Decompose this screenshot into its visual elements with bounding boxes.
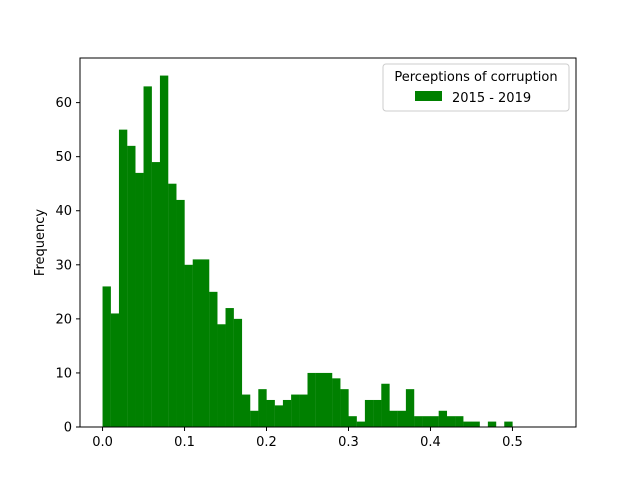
histogram-bar <box>348 416 357 427</box>
histogram-bar <box>364 399 374 427</box>
histogram-bar <box>258 389 267 427</box>
plot-frame <box>79 57 577 428</box>
y-tick-label: 0 <box>64 421 72 436</box>
y-tick-label: 10 <box>55 366 72 381</box>
histogram-bar <box>438 410 448 427</box>
histogram-bar <box>397 410 407 427</box>
histogram-bar <box>381 383 390 427</box>
histogram-bar <box>217 324 226 427</box>
histogram-bar <box>430 416 439 427</box>
x-tick-label: 0.3 <box>338 435 359 450</box>
histogram-bar <box>176 199 185 427</box>
y-tick-label: 40 <box>55 204 72 219</box>
y-tick-label: 20 <box>55 312 72 327</box>
histogram-bar <box>241 394 251 427</box>
histogram-bar <box>102 286 111 427</box>
y-tick-label: 50 <box>55 150 72 165</box>
histogram-bar <box>151 162 161 428</box>
histogram-bar <box>200 259 210 427</box>
histogram-bar <box>463 421 472 427</box>
x-tick-label: 0.2 <box>256 435 277 450</box>
histogram-bar <box>209 291 218 427</box>
histogram-bar <box>118 129 128 427</box>
histogram-bar <box>143 86 152 427</box>
histogram-bar <box>455 416 464 427</box>
histogram-bar <box>356 421 366 427</box>
histogram-bar <box>282 399 292 427</box>
histogram-bar <box>504 421 513 427</box>
y-tick-label: 60 <box>55 96 72 111</box>
histogram-bar <box>446 416 456 427</box>
y-axis: 0 10 20 30 40 50 60 <box>55 96 80 436</box>
histogram-bar <box>184 264 193 427</box>
y-axis-label: Frequency <box>33 209 48 276</box>
histogram-bar <box>110 313 120 427</box>
legend-title: Perceptions of corruption <box>394 70 557 85</box>
histogram-bar <box>405 389 415 427</box>
histogram-bar <box>159 75 169 428</box>
histogram-bar <box>373 399 382 427</box>
histogram-bar <box>168 183 177 427</box>
legend-swatch <box>415 91 442 101</box>
histogram-bar <box>274 405 284 427</box>
histogram-bar <box>135 172 144 427</box>
bars-group <box>102 75 513 428</box>
histogram-bar <box>471 421 480 427</box>
legend: Perceptions of corruption 2015 - 2019 <box>382 63 570 112</box>
histogram-bar <box>315 372 325 427</box>
x-tick-label: 0.5 <box>502 435 523 450</box>
histogram-bar <box>291 394 300 427</box>
histogram-bar <box>414 416 423 427</box>
y-tick-label: 30 <box>55 258 72 273</box>
histogram-bar <box>225 308 234 427</box>
histogram-bar <box>250 410 259 427</box>
histogram-bar <box>422 416 431 427</box>
histogram-bar <box>323 372 333 427</box>
histogram-bar <box>487 421 497 427</box>
histogram-bar <box>307 372 316 427</box>
histogram-bar <box>389 410 398 427</box>
x-tick-label: 0.1 <box>174 435 195 450</box>
histogram-bar <box>127 145 136 427</box>
histogram-bar <box>266 399 275 427</box>
x-tick-label: 0.4 <box>420 435 441 450</box>
x-axis: 0.0 0.1 0.2 0.3 0.4 0.5 <box>92 427 523 450</box>
histogram-bar <box>299 394 308 427</box>
x-tick-label: 0.0 <box>92 435 113 450</box>
histogram-bar <box>340 389 349 427</box>
histogram-bar <box>332 378 341 427</box>
legend-label: 2015 - 2019 <box>452 91 531 106</box>
histogram-bar <box>192 259 202 427</box>
histogram-bar <box>233 318 243 427</box>
